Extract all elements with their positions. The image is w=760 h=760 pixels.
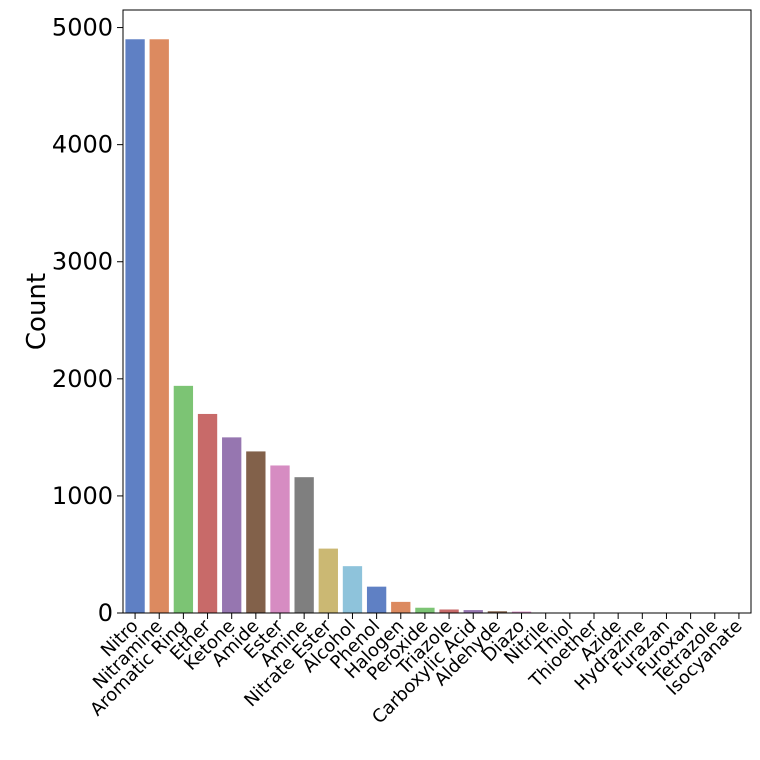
bar-aldehyde bbox=[487, 611, 508, 613]
bar-nitramine bbox=[149, 39, 169, 613]
bars-group bbox=[125, 39, 532, 613]
y-axis: 0 1000 2000 3000 4000 5000 bbox=[52, 14, 123, 627]
bar-alcohol bbox=[342, 566, 363, 613]
y-tick-label: 3000 bbox=[52, 248, 113, 276]
y-tick-label: 2000 bbox=[52, 365, 113, 393]
plot-frame bbox=[122, 9, 752, 614]
bar-phenol bbox=[366, 586, 387, 613]
bar-ether bbox=[197, 413, 218, 613]
y-tick-label: 4000 bbox=[52, 131, 113, 159]
bar-peroxide bbox=[415, 607, 435, 613]
bar-nitro bbox=[125, 39, 145, 613]
bar-ketone bbox=[222, 437, 242, 613]
bar-amide bbox=[246, 451, 266, 613]
bar-carboxylic-acid bbox=[463, 610, 483, 613]
bar-nitrate-ester bbox=[318, 548, 338, 613]
y-axis-label: Count bbox=[22, 273, 52, 350]
bar-halogen bbox=[391, 601, 411, 613]
y-tick-label: 0 bbox=[98, 599, 113, 627]
bar-aromatic-ring bbox=[173, 385, 194, 613]
y-tick-label: 1000 bbox=[52, 482, 113, 510]
y-tick-label: 5000 bbox=[52, 14, 113, 42]
bar-ester bbox=[270, 465, 290, 613]
bar-amine bbox=[294, 477, 314, 613]
bar-triazole bbox=[439, 609, 459, 613]
bar-diazo bbox=[511, 611, 532, 613]
